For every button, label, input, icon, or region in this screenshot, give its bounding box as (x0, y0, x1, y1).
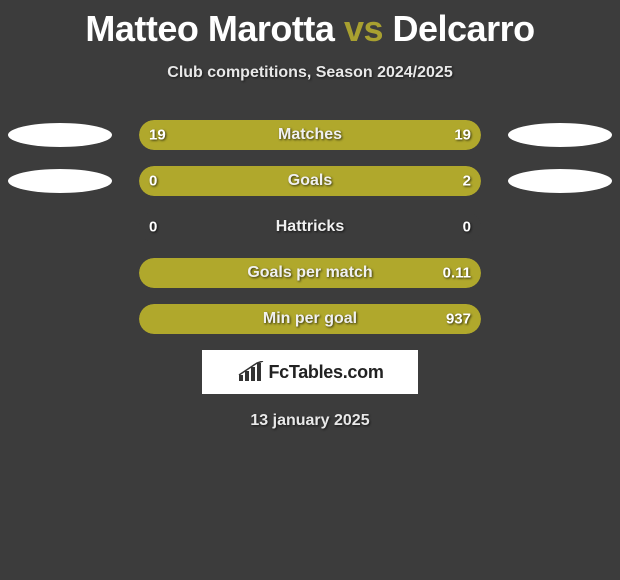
stats-container: 1919Matches 02Goals 00Hattricks 0.11Goals p… (0, 120, 620, 334)
logo-text: FcTables.com (268, 362, 383, 383)
subtitle: Club competitions, Season 2024/2025 (0, 64, 620, 82)
player1-badge (8, 123, 112, 147)
player1-badge (8, 169, 112, 193)
stat-bar: 1919Matches (139, 120, 481, 150)
stat-row: 0.11Goals per match (0, 258, 620, 288)
stat-label: Matches (139, 126, 481, 144)
stat-row: 937Min per goal (0, 304, 620, 334)
logo-box: FcTables.com (202, 350, 418, 394)
stat-label: Goals per match (139, 264, 481, 282)
stat-row: 1919Matches (0, 120, 620, 150)
comparison-title: Matteo Marotta vs Delcarro (0, 0, 620, 50)
stat-bar: 0.11Goals per match (139, 258, 481, 288)
date-text: 13 january 2025 (0, 412, 620, 430)
stat-bar: 937Min per goal (139, 304, 481, 334)
player2-name: Delcarro (393, 8, 535, 49)
stat-row: 00Hattricks (0, 212, 620, 242)
player2-badge (508, 169, 612, 193)
stat-bar: 02Goals (139, 166, 481, 196)
player1-name: Matteo Marotta (85, 8, 334, 49)
vs-separator: vs (344, 8, 383, 49)
player2-badge (508, 123, 612, 147)
stat-row: 02Goals (0, 166, 620, 196)
stat-label: Min per goal (139, 310, 481, 328)
logo-chart-icon (236, 361, 264, 383)
stat-bar: 00Hattricks (139, 212, 481, 242)
stat-label: Goals (139, 172, 481, 190)
stat-label: Hattricks (139, 218, 481, 236)
